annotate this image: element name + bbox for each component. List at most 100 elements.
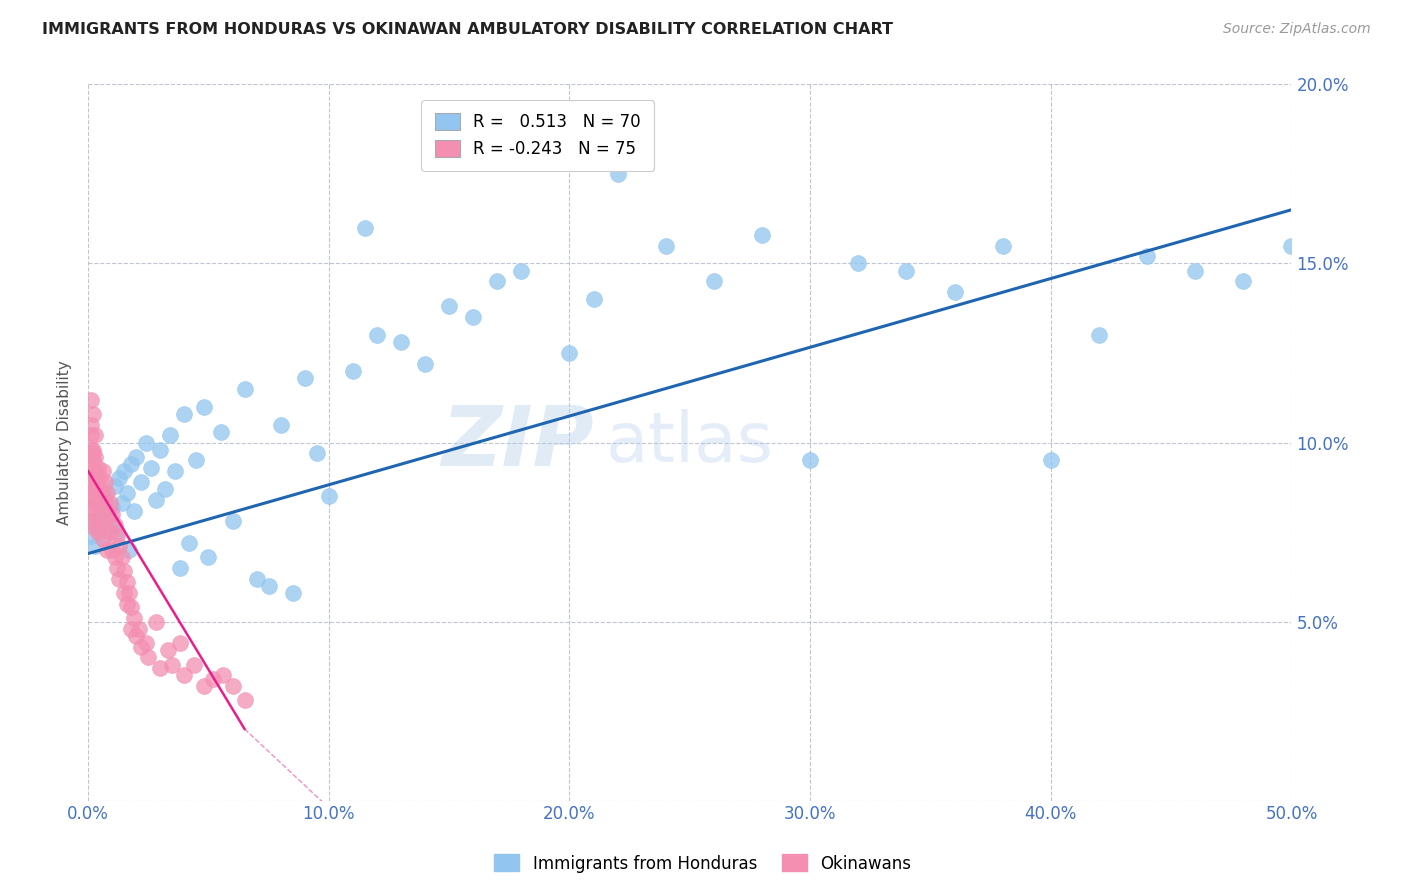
Point xyxy=(135,435,157,450)
Point xyxy=(79,392,101,407)
Text: atlas: atlas xyxy=(606,409,773,476)
Point xyxy=(115,575,138,590)
Point xyxy=(82,492,104,507)
Point xyxy=(179,536,201,550)
Point xyxy=(111,550,134,565)
Point xyxy=(91,489,114,503)
Point xyxy=(94,475,117,489)
Point xyxy=(121,622,143,636)
Point xyxy=(115,597,138,611)
Point xyxy=(105,561,128,575)
Point xyxy=(125,629,148,643)
Text: ZIP: ZIP xyxy=(441,402,593,483)
Point xyxy=(173,407,195,421)
Point xyxy=(156,643,179,657)
Point xyxy=(122,611,145,625)
Point xyxy=(125,450,148,464)
Point xyxy=(108,471,131,485)
Point xyxy=(87,524,110,539)
Point xyxy=(896,263,918,277)
Point xyxy=(342,364,364,378)
Point xyxy=(246,572,269,586)
Point xyxy=(159,428,181,442)
Y-axis label: Ambulatory Disability: Ambulatory Disability xyxy=(58,360,72,524)
Point xyxy=(91,464,114,478)
Point xyxy=(89,510,111,524)
Point xyxy=(89,485,111,500)
Point xyxy=(82,407,104,421)
Point xyxy=(173,668,195,682)
Point xyxy=(82,446,104,460)
Point xyxy=(84,482,107,496)
Point xyxy=(221,514,243,528)
Point xyxy=(112,565,135,579)
Point xyxy=(558,346,581,360)
Point xyxy=(84,521,107,535)
Point xyxy=(1281,238,1303,252)
Point xyxy=(105,528,128,542)
Point xyxy=(437,300,460,314)
Point xyxy=(202,672,225,686)
Point xyxy=(101,500,124,514)
Point xyxy=(108,540,131,554)
Point xyxy=(799,453,821,467)
Point xyxy=(135,636,157,650)
Point xyxy=(233,693,256,707)
Point xyxy=(94,496,117,510)
Point xyxy=(94,489,117,503)
Point xyxy=(221,679,243,693)
Point xyxy=(94,517,117,532)
Point xyxy=(751,227,773,242)
Point xyxy=(79,428,101,442)
Point xyxy=(79,514,101,528)
Point xyxy=(1039,453,1062,467)
Point xyxy=(1232,274,1254,288)
Point xyxy=(101,543,124,558)
Point xyxy=(82,507,104,521)
Point xyxy=(84,496,107,510)
Point xyxy=(270,417,292,432)
Point xyxy=(510,263,533,277)
Point xyxy=(136,650,159,665)
Point xyxy=(389,335,412,350)
Point xyxy=(111,496,134,510)
Point xyxy=(87,460,110,475)
Point xyxy=(79,528,101,542)
Point xyxy=(89,471,111,485)
Point xyxy=(104,550,127,565)
Point xyxy=(104,478,127,492)
Point xyxy=(943,285,966,300)
Point xyxy=(149,661,172,675)
Point xyxy=(163,464,186,478)
Point xyxy=(169,636,191,650)
Point xyxy=(294,371,316,385)
Point xyxy=(169,561,191,575)
Point xyxy=(82,514,104,528)
Text: IMMIGRANTS FROM HONDURAS VS OKINAWAN AMBULATORY DISABILITY CORRELATION CHART: IMMIGRANTS FROM HONDURAS VS OKINAWAN AMB… xyxy=(42,22,893,37)
Point xyxy=(193,400,215,414)
Point xyxy=(79,442,101,457)
Point xyxy=(108,572,131,586)
Point xyxy=(703,274,725,288)
Point xyxy=(84,450,107,464)
Point xyxy=(149,442,172,457)
Text: Source: ZipAtlas.com: Source: ZipAtlas.com xyxy=(1223,22,1371,37)
Point xyxy=(145,615,167,629)
Point xyxy=(96,543,118,558)
Legend: R =   0.513   N = 70, R = -0.243   N = 75: R = 0.513 N = 70, R = -0.243 N = 75 xyxy=(422,100,654,171)
Point xyxy=(96,510,118,524)
Point xyxy=(654,238,676,252)
Point xyxy=(96,485,118,500)
Point xyxy=(1136,249,1159,263)
Point xyxy=(79,471,101,485)
Point xyxy=(82,453,104,467)
Point xyxy=(129,475,152,489)
Point xyxy=(121,457,143,471)
Point xyxy=(212,668,235,682)
Point xyxy=(79,500,101,514)
Point xyxy=(112,464,135,478)
Point xyxy=(98,496,121,510)
Point xyxy=(413,357,436,371)
Point xyxy=(193,679,215,693)
Point xyxy=(354,220,377,235)
